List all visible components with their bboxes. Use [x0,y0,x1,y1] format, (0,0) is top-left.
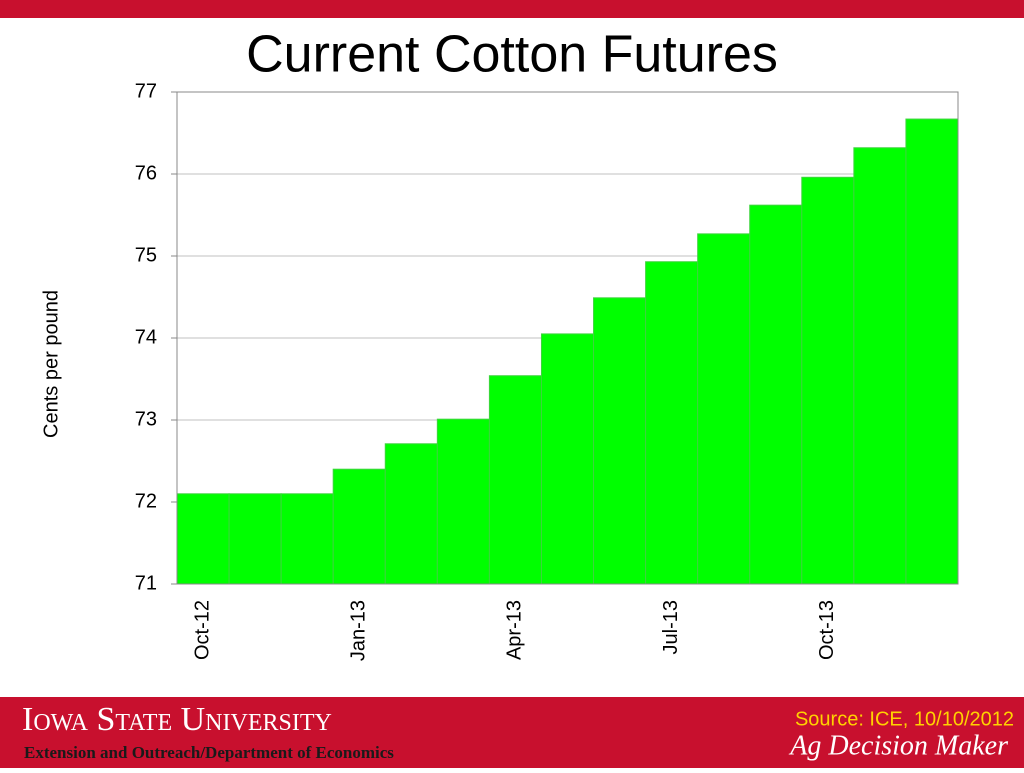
y-tick-label: 74 [135,326,157,348]
bar [332,468,386,585]
y-tick-label: 71 [135,572,157,594]
brand: Ag Decision Maker [788,730,1008,761]
plot-border [176,91,959,585]
top-bar [0,0,1024,18]
bar [540,333,595,585]
y-tick-label: 73 [135,408,157,430]
university-name: Iowa State University [22,701,332,738]
bar [905,118,959,585]
bar [853,147,907,585]
bar [176,493,230,585]
bar [384,443,438,585]
footer-band [0,697,1024,768]
y-axis-label: Cents per pound [40,290,62,438]
y-tick-label: 72 [135,490,157,512]
x-tick-label: Jul-13 [660,600,682,654]
x-tick-label: Apr-13 [504,600,526,660]
plot-area: 71 72 73 74 75 76 77 Oct-12 Jan-13 Apr-13 Jul-13 Oc… [135,80,959,661]
bar [488,375,542,585]
bar [593,297,647,585]
x-tick-label: Oct-12 [191,600,213,660]
bar [697,233,751,585]
bar [749,204,803,585]
bar [228,493,282,585]
bar [801,176,855,585]
bar [280,493,334,585]
x-tick-label: Oct-13 [816,600,838,660]
chart-title: Current Cotton Futures [246,26,778,84]
bar [436,418,490,585]
y-tick-label: 76 [135,162,157,184]
department: Extension and Outreach/Department of Eco… [24,743,394,762]
x-tick-label: Jan-13 [348,600,370,661]
y-tick-label: 75 [135,244,157,266]
bar [645,261,699,585]
source-note: Source: ICE, 10/10/2012 [795,708,1014,730]
y-tick-label: 77 [135,80,157,102]
